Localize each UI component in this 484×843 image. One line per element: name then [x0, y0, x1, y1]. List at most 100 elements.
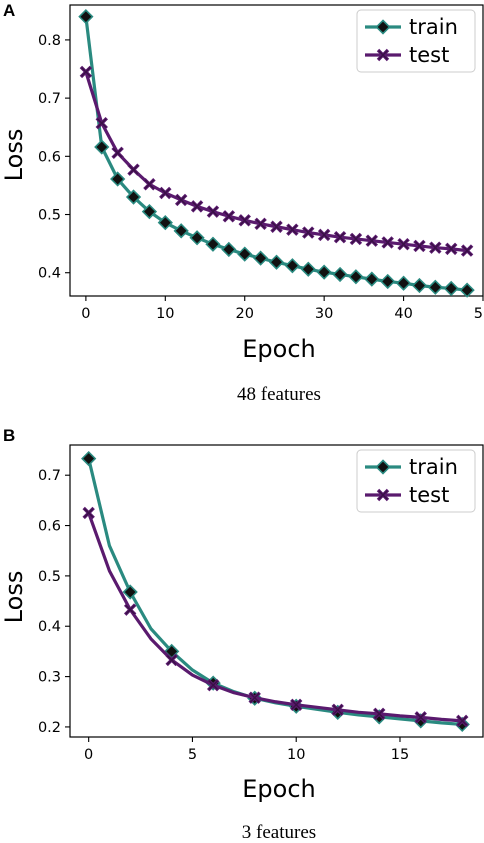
panel-b-point-test — [331, 703, 344, 717]
panel-a-y-tick-label: 0.5 — [38, 208, 61, 224]
panel-b-point-train — [454, 716, 470, 733]
panel-a-point-train — [348, 269, 364, 285]
panel-b-x-tick-label: 15 — [391, 747, 409, 763]
panel-a-y-axis-label: Loss — [0, 129, 28, 182]
panel-a-x-axis-label: Epoch — [242, 335, 316, 363]
panel-a-point-test — [365, 234, 379, 247]
panel-a-point-test — [413, 239, 426, 253]
panel-a-point-test — [317, 228, 331, 242]
panel-a-point-test — [429, 241, 442, 254]
panel-b-point-train — [81, 450, 97, 467]
panel-a: A Epoch Loss 48 features 0 10 20 30 40 50 0.4 0… — [0, 1, 484, 405]
panel-a-point-train — [332, 266, 348, 283]
panel-b-point-test — [206, 678, 220, 692]
panel-a-point-test — [206, 205, 220, 218]
panel-a-point-train — [94, 139, 110, 155]
panel-a-letter: A — [3, 1, 15, 20]
panel-a-x-tick-label: 10 — [156, 306, 174, 322]
panel-a-y-tick-label: 0.7 — [38, 91, 61, 107]
panel-a-point-test — [397, 237, 410, 251]
panel-a-legend-label-train: train — [409, 15, 458, 39]
panel-b-x-tick-label: 10 — [287, 747, 305, 763]
panel-b-point-test — [82, 506, 95, 520]
panel-a-x-tick-label: 20 — [236, 306, 254, 322]
panel-a-y-tick-label: 0.6 — [38, 149, 61, 165]
panel-a-point-train — [268, 254, 285, 270]
panel-b-legend-label-test: test — [409, 483, 449, 507]
panel-a-point-test — [445, 242, 458, 256]
panel-b-y-axis-label: Loss — [0, 571, 28, 624]
panel-a-legend-marker-train — [375, 19, 391, 35]
panel-a-x-tick-label: 30 — [315, 306, 333, 322]
panel-b-point-test — [123, 603, 137, 616]
panel-a-point-test — [143, 178, 156, 191]
panel-a-point-test — [302, 226, 315, 239]
panel-a-point-train — [411, 277, 428, 294]
panel-a-point-train — [237, 246, 253, 262]
panel-b-series-line-test — [87, 512, 463, 723]
panel-b-x-tick-label: 5 — [188, 747, 197, 763]
panel-a-x-tick-label: 40 — [394, 306, 412, 322]
panel-a-point-test — [270, 220, 283, 233]
panel-a-point-train — [380, 273, 396, 290]
panel-b-x-axis-label: Epoch — [242, 775, 316, 803]
panel-b-y-tick-label: 0.2 — [38, 720, 61, 736]
panel-a-point-test — [333, 231, 347, 244]
panel-b-point-test — [456, 714, 469, 728]
panel-b-caption: 3 features — [242, 822, 316, 843]
panel-a-point-train — [141, 203, 158, 220]
panel-a-point-train — [459, 282, 475, 298]
panel-a-point-test — [349, 232, 363, 246]
panel-a-point-train — [252, 250, 269, 266]
panel-a-point-train — [284, 258, 301, 274]
panel-a-point-test — [95, 116, 108, 130]
panel-a-point-train — [173, 223, 189, 239]
panel-b-point-test — [373, 707, 386, 721]
panel-a-point-test — [254, 217, 267, 231]
panel-b-point-test — [290, 698, 303, 711]
panel-b-letter: B — [3, 426, 15, 445]
panel-a-point-test — [286, 223, 299, 236]
panel-a-point-train — [205, 236, 221, 252]
panel-a-point-test — [460, 244, 474, 257]
panel-a-legend-marker-test — [376, 48, 390, 62]
panel-a-point-test — [174, 193, 188, 207]
panel-a-point-train — [364, 271, 380, 287]
panel-a-x-tick-label: 50 — [474, 306, 484, 322]
panel-a-point-test — [222, 210, 236, 223]
panel-a-point-train — [110, 171, 126, 187]
panel-a-series-line-test — [84, 71, 468, 253]
panel-a-point-train — [78, 9, 94, 25]
panel-a-point-test — [79, 65, 93, 79]
panel-a-point-train — [316, 264, 332, 280]
panel-a-y-tick-label: 0.4 — [38, 266, 61, 282]
panel-b-y-tick-label: 0.7 — [38, 468, 61, 484]
panel-a-point-test — [190, 200, 204, 213]
panel-a-y-tick-label: 0.8 — [38, 33, 61, 49]
panel-a-point-train — [189, 230, 205, 246]
panel-b-legend-marker-test — [376, 488, 390, 502]
panel-a-point-test — [127, 163, 140, 176]
panel-a-point-train — [300, 261, 316, 277]
panel-a-point-train — [443, 280, 459, 297]
panel-a-point-test — [238, 214, 251, 227]
panel-a-plot-frame — [69, 4, 484, 297]
panel-a-point-train — [221, 241, 237, 258]
panel-b-point-test — [165, 653, 178, 667]
panel-a-point-test — [159, 186, 172, 200]
panel-b-y-tick-label: 0.5 — [38, 569, 61, 585]
panel-a-point-train — [157, 215, 173, 231]
panel-a-point-train — [125, 189, 142, 205]
panel-a-point-train — [395, 275, 412, 291]
panel-b-y-tick-label: 0.6 — [38, 519, 61, 535]
panel-b: B Epoch Loss 3 features 0 5 10 15 0.2 0.3 0.4 0… — [0, 426, 484, 843]
panel-a-point-test — [381, 236, 394, 249]
panel-b-x-tick-label: 0 — [84, 747, 93, 763]
panel-b-legend-label-train: train — [409, 455, 458, 479]
panel-b-plot-frame — [69, 444, 484, 738]
panel-a-point-train — [427, 279, 443, 295]
panel-b-point-test — [414, 711, 427, 724]
panel-b-legend-marker-train — [375, 459, 391, 475]
panel-b-point-test — [248, 691, 261, 704]
